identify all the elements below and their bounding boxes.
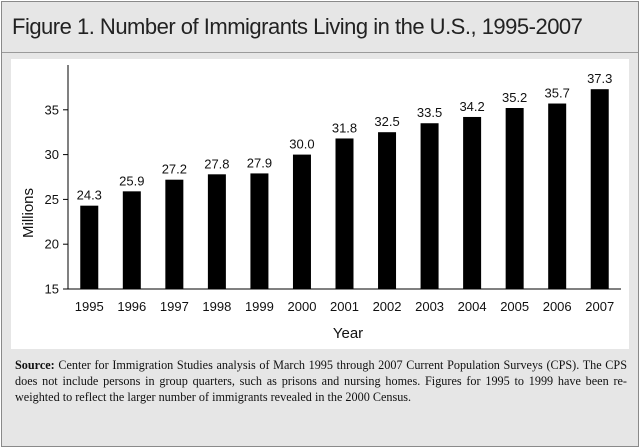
bar-value-label: 24.3 [77,188,102,203]
bar [335,138,354,289]
x-tick-label: 1999 [245,299,274,314]
plot-panel: Millions Year 15 20 25 30 35 24.3 1995 25.9 1996… [11,59,629,349]
figure-title: Figure 1. Number of Immigrants Living in… [12,14,583,39]
bar [590,89,609,289]
bar [505,108,524,289]
bar-value-label: 35.7 [545,86,570,101]
bar-value-label: 32.5 [374,114,399,129]
x-tick-label: 2003 [415,299,444,314]
bar-value-label: 33.5 [417,105,442,120]
y-tick-label: 15 [45,282,59,297]
bar [420,123,439,290]
bar [250,173,269,289]
bar-value-label: 27.9 [247,155,272,170]
bar [122,191,141,289]
y-tick-label: 25 [45,192,59,207]
bar [548,103,567,289]
bar [80,205,99,289]
x-tick-label: 2000 [288,299,317,314]
source-label: Source: [15,358,55,372]
y-tick-label: 30 [45,147,59,162]
bar [463,116,482,289]
x-axis-title: Year [333,325,363,342]
y-tick-label: 20 [45,237,59,252]
bar [165,179,184,289]
source-note: Source: Center for Immigration Studies a… [15,357,627,405]
x-tick-label: 2005 [500,299,529,314]
x-tick-label: 1995 [75,299,104,314]
x-tick-label: 2001 [330,299,359,314]
x-tick-label: 1997 [160,299,189,314]
y-axis-title: Millions [20,188,37,238]
x-tick-label: 1998 [202,299,231,314]
bar-value-label: 25.9 [119,173,144,188]
bar [378,132,397,289]
bar [207,174,226,289]
source-text: Center for Immigration Studies analysis … [15,358,627,404]
bar-value-label: 37.3 [587,71,612,86]
bar [292,154,311,289]
bar-value-label: 31.8 [332,120,357,135]
x-tick-label: 2002 [373,299,402,314]
bar-value-label: 30.0 [289,137,314,152]
y-tick-label: 35 [45,102,59,117]
bar-chart: Millions Year 15 20 25 30 35 24.3 1995 25.9 1996… [20,65,621,342]
bar-value-label: 35.2 [502,90,527,105]
x-tick-label: 2006 [543,299,572,314]
bar-value-label: 27.2 [162,162,187,177]
x-tick-label: 2007 [585,299,614,314]
title-divider [2,52,638,53]
bar-value-label: 34.2 [459,99,484,114]
bar-value-label: 27.8 [204,156,229,171]
x-tick-label: 2004 [458,299,487,314]
x-tick-label: 1996 [117,299,146,314]
